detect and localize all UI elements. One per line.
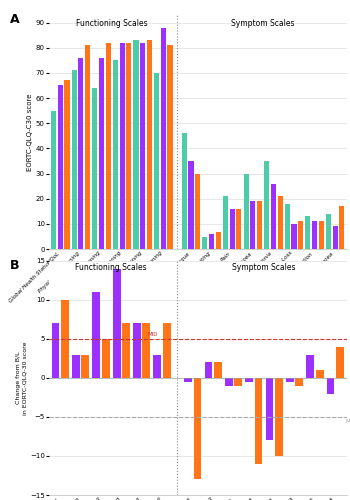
- Bar: [250, 202, 256, 249]
- Bar: [195, 174, 200, 249]
- Bar: [216, 232, 221, 249]
- Bar: [78, 58, 83, 249]
- Bar: [81, 354, 89, 378]
- Bar: [306, 354, 314, 378]
- Bar: [92, 292, 100, 378]
- Bar: [202, 236, 208, 249]
- Bar: [292, 224, 296, 249]
- Y-axis label: Change from B/L
in EORTC-QLQ-30 score: Change from B/L in EORTC-QLQ-30 score: [16, 341, 27, 414]
- Bar: [72, 354, 80, 378]
- Bar: [245, 378, 253, 382]
- Bar: [147, 40, 152, 249]
- Text: Functioning Scales: Functioning Scales: [76, 18, 148, 28]
- Bar: [271, 184, 276, 249]
- Bar: [223, 196, 228, 249]
- Bar: [298, 222, 303, 249]
- Bar: [236, 209, 242, 249]
- Bar: [133, 40, 139, 249]
- Bar: [167, 45, 173, 249]
- Bar: [154, 73, 159, 249]
- Text: MID: MID: [345, 418, 350, 424]
- Bar: [122, 324, 130, 378]
- Bar: [133, 324, 141, 378]
- Legend: B/L, 400 mg, EoS/ET: B/L, 400 mg, EoS/ET: [149, 334, 246, 344]
- Bar: [255, 378, 262, 464]
- Bar: [61, 300, 69, 378]
- Bar: [340, 206, 344, 249]
- Bar: [51, 110, 56, 249]
- Bar: [113, 268, 120, 378]
- Bar: [264, 161, 269, 249]
- Bar: [92, 88, 97, 249]
- Bar: [286, 378, 294, 382]
- Y-axis label: EORTC-QLQ-C30 score: EORTC-QLQ-C30 score: [27, 94, 33, 171]
- Bar: [295, 378, 303, 386]
- Bar: [225, 378, 233, 386]
- Bar: [51, 324, 60, 378]
- Bar: [85, 45, 90, 249]
- Text: A: A: [10, 12, 20, 26]
- Text: Functioning Scales: Functioning Scales: [75, 263, 147, 272]
- Bar: [120, 42, 125, 249]
- Bar: [113, 60, 118, 249]
- Bar: [316, 370, 323, 378]
- Bar: [336, 346, 344, 378]
- Bar: [234, 378, 242, 386]
- Bar: [285, 204, 290, 249]
- Bar: [106, 42, 111, 249]
- Bar: [312, 222, 317, 249]
- Bar: [194, 378, 201, 480]
- Bar: [209, 234, 214, 249]
- Bar: [99, 58, 104, 249]
- Bar: [327, 378, 335, 394]
- Bar: [214, 362, 222, 378]
- Bar: [326, 214, 331, 249]
- Bar: [244, 174, 248, 249]
- Text: B: B: [10, 258, 20, 272]
- Bar: [102, 339, 110, 378]
- Bar: [305, 216, 310, 249]
- Bar: [142, 324, 150, 378]
- Bar: [275, 378, 283, 456]
- Bar: [188, 161, 194, 249]
- Bar: [64, 80, 70, 249]
- Bar: [266, 378, 273, 440]
- Bar: [182, 134, 187, 249]
- Bar: [126, 42, 131, 249]
- Text: Symptom Scales: Symptom Scales: [232, 263, 296, 272]
- Bar: [140, 42, 145, 249]
- Bar: [278, 196, 283, 249]
- Bar: [153, 354, 161, 378]
- Text: Symptom Scales: Symptom Scales: [231, 18, 295, 28]
- Bar: [257, 202, 262, 249]
- Bar: [319, 222, 324, 249]
- Bar: [230, 209, 235, 249]
- Bar: [163, 324, 170, 378]
- Bar: [72, 70, 77, 249]
- Bar: [184, 378, 192, 382]
- Bar: [58, 86, 63, 249]
- Bar: [161, 28, 166, 249]
- Bar: [332, 226, 338, 249]
- Text: MID: MID: [148, 332, 158, 336]
- Bar: [204, 362, 212, 378]
